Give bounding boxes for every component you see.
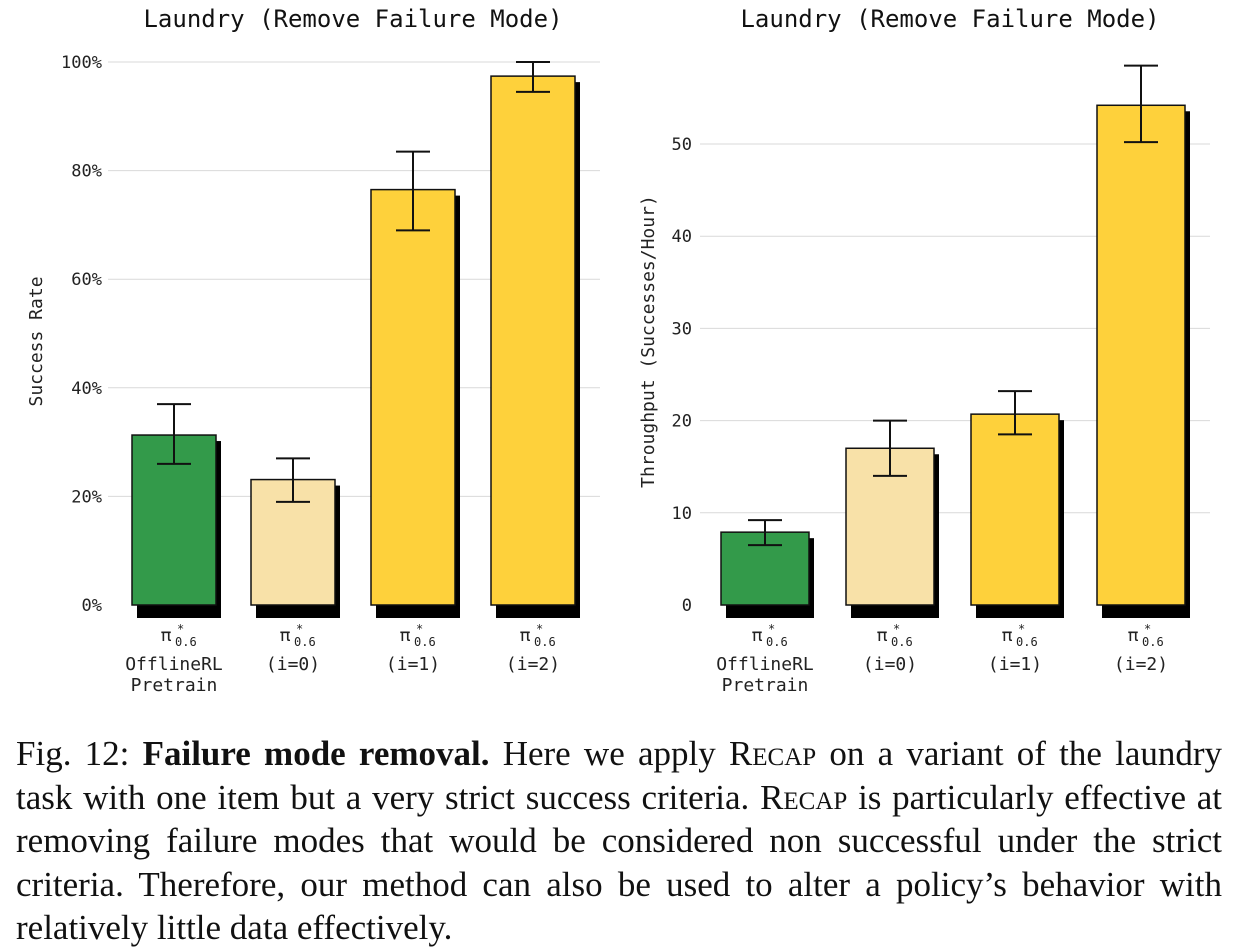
category-label: (i=2): [1114, 654, 1168, 675]
chart-title: Laundry (Remove Failure Mode): [740, 5, 1159, 33]
y-tick-label: 10: [672, 504, 692, 524]
caption-text-1: Here we apply: [502, 734, 716, 773]
chart-title: Laundry (Remove Failure Mode): [143, 5, 562, 33]
caption-text-2: on a variant of the laundry task with on…: [16, 734, 1223, 817]
y-axis-label: Success Rate: [26, 276, 47, 406]
category-symbol: π: [1128, 625, 1139, 646]
category-subscript: 0.6: [414, 635, 436, 649]
figure: 0% 20% 40% 60% 80% 100% Laundry (Remove Failur…: [26, 5, 1210, 696]
y-tick-label: 40: [672, 227, 692, 247]
caption-bold-lead: Failure mode removal.: [142, 734, 490, 773]
category-superscript: *: [416, 622, 423, 636]
category-symbol: π: [752, 625, 763, 646]
category-label: Pretrain: [722, 675, 809, 696]
bar: [370, 188, 456, 606]
category-label: (i=0): [863, 654, 917, 675]
category-subscript: 0.6: [175, 635, 197, 649]
category-superscript: *: [893, 622, 900, 636]
bar: [490, 75, 576, 606]
caption-label: Fig. 12:: [16, 734, 130, 773]
caption-text-3: is particularly effective at removing fa…: [16, 777, 1222, 948]
bar: [1096, 104, 1186, 606]
y-tick-label: 30: [672, 319, 692, 339]
bar: [970, 413, 1060, 606]
category-label: (i=1): [386, 654, 440, 675]
y-tick-label: 60%: [71, 270, 102, 290]
y-tick-label: 40%: [71, 379, 102, 399]
y-tick-label: 0: [682, 596, 692, 616]
category-label: Pretrain: [131, 675, 218, 696]
category-superscript: *: [177, 622, 184, 636]
y-tick-label: 100%: [61, 53, 102, 73]
chart-right: 0 10 20 30 40 50 Laundry (Remove Failure Mode)…: [638, 5, 1210, 696]
category-symbol: π: [161, 625, 172, 646]
category-label: (i=1): [988, 654, 1042, 675]
chart-area: 0% 20% 40% 60% 80% 100% Laundry (Remove Failur…: [26, 5, 1210, 696]
chart-left: 0% 20% 40% 60% 80% 100% Laundry (Remove Failur…: [26, 5, 600, 696]
category-superscript: *: [296, 622, 303, 636]
figure-caption: Fig. 12: Failure mode removal. Here we a…: [16, 732, 1222, 950]
category-subscript: 0.6: [534, 635, 556, 649]
category-subscript: 0.6: [1016, 635, 1038, 649]
caption-method-2: Recap: [760, 777, 848, 817]
category-label: OfflineRL: [125, 654, 223, 675]
y-tick-label: 20: [672, 412, 692, 432]
category-superscript: *: [1144, 622, 1151, 636]
category-label: (i=2): [506, 654, 560, 675]
caption-method-1: Recap: [728, 734, 817, 773]
category-subscript: 0.6: [891, 635, 913, 649]
category-symbol: π: [400, 625, 411, 646]
category-label: OfflineRL: [716, 654, 814, 675]
y-tick-label: 50: [672, 135, 692, 155]
category-symbol: π: [877, 625, 888, 646]
category-subscript: 0.6: [766, 635, 788, 649]
y-tick-label: 20%: [71, 487, 102, 507]
category-label: (i=0): [266, 654, 320, 675]
category-superscript: *: [536, 622, 543, 636]
category-superscript: *: [1018, 622, 1025, 636]
category-subscript: 0.6: [1142, 635, 1164, 649]
y-tick-label: 80%: [71, 162, 102, 182]
category-superscript: *: [768, 622, 775, 636]
category-symbol: π: [520, 625, 531, 646]
category-symbol: π: [280, 625, 291, 646]
category-subscript: 0.6: [294, 635, 316, 649]
y-tick-label: 0%: [82, 596, 102, 616]
y-axis-label: Throughput (Successes/Hour): [638, 195, 659, 488]
category-symbol: π: [1002, 625, 1013, 646]
